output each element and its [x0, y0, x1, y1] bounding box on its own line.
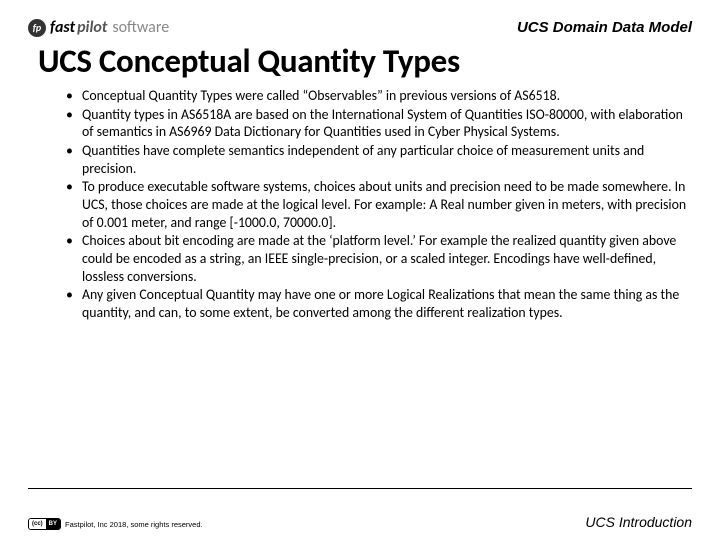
bullet-text: Quantities have complete semantics indep…: [82, 142, 688, 177]
list-item: • Choices about bit encoding are made at…: [64, 232, 688, 285]
slide: fp fastpilot software UCS Domain Data Mo…: [0, 0, 720, 540]
logo-text-software: software: [112, 18, 169, 37]
logo-badge: fp: [28, 19, 46, 37]
bullet-icon: •: [64, 286, 82, 321]
list-item: • To produce executable software systems…: [64, 178, 688, 231]
list-item: • Quantities have complete semantics ind…: [64, 142, 688, 177]
bullet-list: • Conceptual Quantity Types were called …: [64, 87, 688, 322]
footer-divider: [28, 488, 692, 489]
list-item: • Quantity types in AS6518A are based on…: [64, 106, 688, 141]
logo: fp fastpilot software: [28, 18, 169, 37]
page-title: UCS Conceptual Quantity Types: [38, 41, 692, 81]
bullet-icon: •: [64, 106, 82, 141]
bullet-text: Conceptual Quantity Types were called “O…: [82, 87, 688, 105]
list-item: • Conceptual Quantity Types were called …: [64, 87, 688, 105]
bullet-text: To produce executable software systems, …: [82, 178, 688, 231]
bullet-icon: •: [64, 142, 82, 177]
copyright-text: Fastpilot, Inc 2018, some rights reserve…: [65, 520, 203, 529]
bullet-text: Quantity types in AS6518A are based on t…: [82, 106, 688, 141]
footer-right: UCS Introduction: [585, 514, 692, 530]
footer: (cc) BY Fastpilot, Inc 2018, some rights…: [28, 514, 692, 530]
bullet-text: Choices about bit encoding are made at t…: [82, 232, 688, 285]
header-subtitle: UCS Domain Data Model: [517, 19, 692, 36]
logo-text-fast: fast: [50, 18, 75, 37]
cc-license-icon: (cc) BY: [28, 518, 61, 530]
logo-text-pilot: pilot: [77, 18, 107, 37]
by-label: BY: [46, 519, 60, 529]
bullet-icon: •: [64, 178, 82, 231]
list-item: • Any given Conceptual Quantity may have…: [64, 286, 688, 321]
cc-label: (cc): [29, 519, 46, 529]
footer-left: (cc) BY Fastpilot, Inc 2018, some rights…: [28, 518, 203, 530]
bullet-text: Any given Conceptual Quantity may have o…: [82, 286, 688, 321]
bullet-icon: •: [64, 87, 82, 105]
bullet-icon: •: [64, 232, 82, 285]
header: fp fastpilot software UCS Domain Data Mo…: [28, 18, 692, 37]
